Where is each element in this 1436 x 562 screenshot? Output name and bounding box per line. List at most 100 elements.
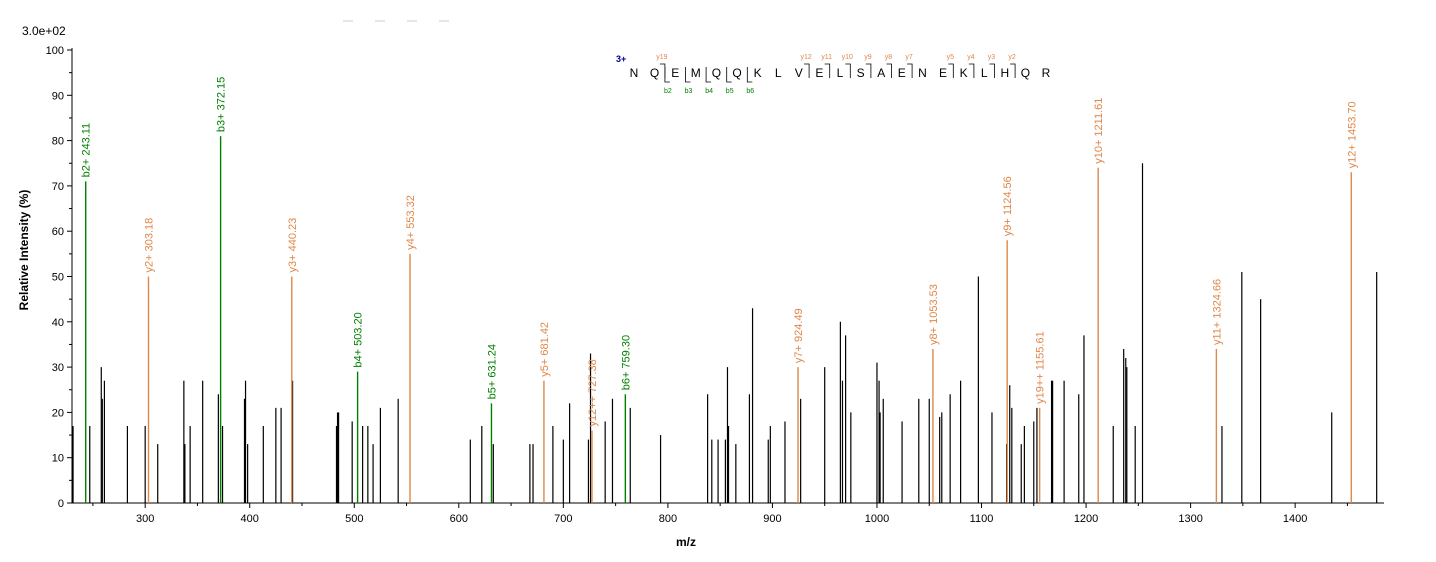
sequence-residue: K [754,66,762,80]
b-fragment-label: b4 [705,88,713,95]
y-fragment-label: y9 [864,54,872,61]
y-tick-label: 80 [52,136,64,148]
y-fragment-bracket [968,63,975,78]
x-tick-label: 800 [659,513,677,525]
y-tick-label: 40 [52,317,64,329]
b-ion-label: b2+ 243.11 [81,123,93,178]
y-ion-label: y5+ 681.42 [539,322,551,377]
sequence-residue: R [1042,66,1051,80]
y-tick-label: 30 [52,362,64,374]
y-fragment-bracket [824,63,831,78]
sequence-residue: N [918,66,927,80]
y-fragment-bracket [907,63,913,78]
sequence-residue: E [898,66,906,80]
y-fragment-label: y3 [988,54,996,61]
y-fragment-label: y4 [967,54,975,61]
b-fragment-bracket [705,67,712,83]
sequence-residue: K [960,66,968,80]
y-tick-label: 90 [52,90,64,102]
x-tick-label: 400 [241,513,259,525]
x-tick-label: 1300 [1178,513,1202,525]
sequence-residue: M [691,66,701,80]
charge-state-label: 3+ [616,54,626,64]
y-fragment-label: y5 [947,54,955,61]
b-fragment-bracket [746,67,753,83]
y-ion-label: y12+ 1453.70 [1346,101,1358,168]
x-tick-label: 1000 [865,513,889,525]
y-fragment-label: y19 [656,54,667,61]
b-ion-label: b6+ 759.30 [620,335,632,390]
x-tick-label: 700 [554,513,572,525]
y-fragment-bracket [659,63,666,78]
x-tick-label: 300 [136,513,154,525]
b-ion-label: b4+ 503.20 [353,312,365,367]
sequence-residue: H [1000,66,1009,80]
y-ion-label: y2+ 303.18 [144,218,156,273]
x-tick-label: 1100 [970,513,994,525]
b-ion-label: b5+ 631.24 [486,344,498,399]
y-fragment-label: y2 [1008,54,1016,61]
sequence-residue: L [981,66,988,80]
sequence-residue: Q [650,66,659,80]
b-fragment-label: b5 [726,88,734,95]
y-ion-label: y9+ 1124.56 [1002,176,1014,236]
sequence-residue: V [795,66,803,80]
y-tick-label: 0 [58,498,64,510]
b-ion-label: b3+ 372.15 [216,77,228,132]
y-tick-label: 70 [52,181,64,193]
sequence-residue: S [857,66,865,80]
y-ion-label: y4+ 553.32 [405,195,417,250]
y-ion-label: y8+ 1053.53 [928,284,940,345]
x-tick-label: 500 [345,513,363,525]
y-tick-label: 10 [52,453,64,465]
sequence-residue: N [630,66,639,80]
y-fragment-bracket [845,63,851,78]
x-tick-label: 1400 [1283,513,1307,525]
b-fragment-label: b2 [664,88,672,95]
y-ion-label: y3+ 440.23 [287,218,299,273]
axes: 0 10 20 30 40 50 60 70 80 90 100 300 400 500 600 700 800… [46,45,1384,525]
y-ion-label: y11+ 1324.66 [1211,279,1223,345]
peak-labels: b2+ 243.11 y2+ 303.18 b3+ 372.15 y3+ 440.23… [81,77,1359,427]
sequence-residue: Q [732,66,741,80]
y-ion-label: y12++ 727.38 [587,359,599,426]
sequence-residue: A [877,66,885,80]
sequence-residue: L [775,66,782,80]
y-fragment-bracket [948,63,954,78]
sequence-residue: E [939,66,947,80]
sequence-residue: L [837,66,844,80]
x-tick-label: 600 [450,513,468,525]
b-fragment-bracket [726,67,732,83]
y-fragment-label: y8 [885,54,893,61]
y-tick-label: 50 [52,272,64,284]
b-fragment-bracket [685,67,691,83]
sequence-residue: E [815,66,823,80]
y-fragment-bracket [865,63,872,78]
sequence-residue: E [671,66,679,80]
y-tick-label: 20 [52,407,64,419]
y-ion-label: y7+ 924.49 [793,308,805,363]
y-fragment-label: y7 [905,54,913,61]
b-fragment-label: b6 [746,88,754,95]
x-tick-label: 1200 [1074,513,1098,525]
y-fragment-bracket [989,63,995,78]
y-fragment-label: y12 [800,54,811,61]
peaks [72,136,1378,503]
y-fragment-bracket [1010,63,1016,78]
y-ion-label: y10+ 1211.61 [1093,98,1105,164]
x-tick-label: 900 [763,513,781,525]
y-fragment-label: y11 [821,54,832,61]
x-axis-title: m/z [676,535,696,549]
b-fragment-bracket [664,67,670,83]
sequence-residue: Q [1021,66,1030,80]
y-ion-label: y19++ 1155.61 [1035,331,1047,404]
b-fragment-label: b3 [685,88,693,95]
intensity-scale-label: 3.0e+02 [22,24,66,38]
y-tick-label: 100 [46,45,64,57]
y-fragment-bracket [804,63,810,78]
sequence-residue: Q [712,66,721,80]
y-axis-title: Relative Intensity (%) [17,190,31,311]
y-fragment-bracket [886,63,892,78]
